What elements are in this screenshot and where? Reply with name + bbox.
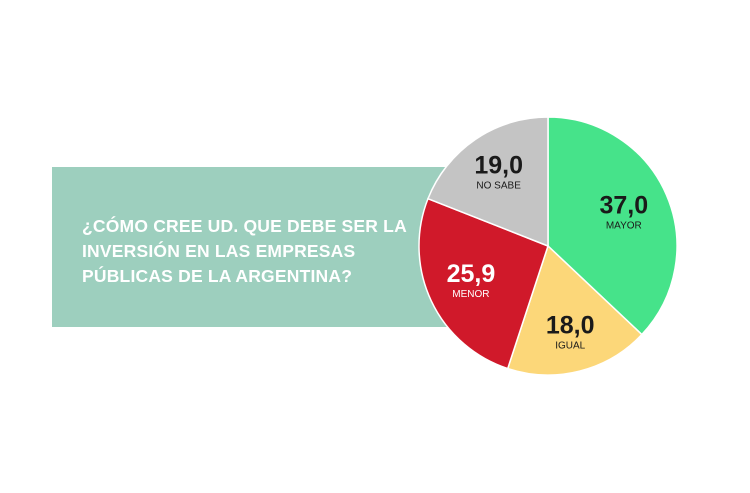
pie-slice-menor: [418, 197, 549, 370]
value-label-igual: 18,0: [546, 312, 595, 340]
value-label-menor: 25,9: [447, 260, 496, 288]
question-text: ¿CÓMO CREE UD. QUE DEBE SER LA INVERSIÓN…: [82, 216, 407, 286]
category-label-menor: MENOR: [452, 289, 489, 300]
category-label-no-sabe: NO SABE: [476, 180, 521, 191]
pie-slice-no-sabe: [427, 116, 549, 248]
question-panel: ¿CÓMO CREE UD. QUE DEBE SER LA INVERSIÓN…: [52, 167, 452, 327]
pie-slice-mayor: [547, 116, 678, 336]
value-label-no-sabe: 19,0: [474, 151, 523, 179]
category-label-mayor: MAYOR: [606, 220, 642, 231]
pie-slice-igual: [506, 244, 643, 376]
category-label-igual: IGUAL: [555, 341, 585, 352]
value-label-mayor: 37,0: [599, 191, 648, 219]
